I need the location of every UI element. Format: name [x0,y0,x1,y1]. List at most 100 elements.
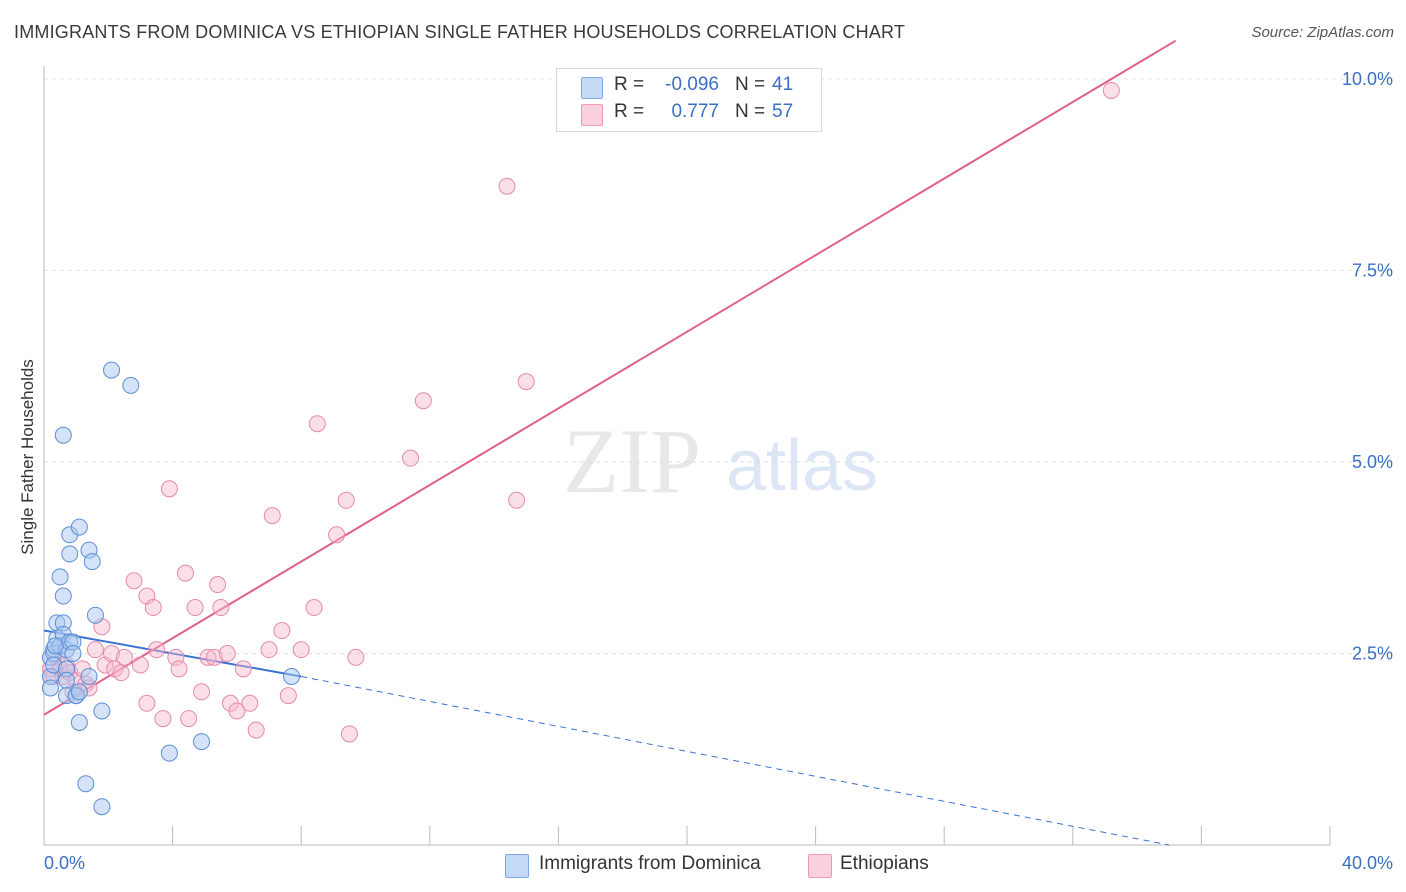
ethiopians-point [347,648,365,666]
ethiopians-point [180,710,198,728]
dominica-point [54,587,72,605]
dominica-point [103,361,121,379]
ethiopians-point [247,721,265,739]
r-label: R = [614,74,645,95]
ethiopians-point [209,576,227,594]
ethiopians-point [340,725,358,743]
x-tick-label: 0.0% [44,853,85,873]
ethiopians-point [212,599,230,617]
ethiopians-point [112,664,130,682]
dominica-point [64,645,82,662]
ethiopians-point [234,660,252,678]
dominica-point [70,518,88,536]
ethiopians-trend-line [43,39,1177,716]
ethiopians-point [131,656,149,674]
axes [43,66,1331,846]
gridlines [44,78,1392,654]
dominica-point [70,683,88,701]
ethiopians-point [193,683,211,701]
ethiopians-point [138,694,156,712]
ethiopians-point [279,687,297,705]
n-value: 41 [772,74,794,95]
ethiopians-point [86,641,104,659]
ethiopians-point [205,648,223,666]
dominica-point [83,553,101,571]
dominica-point [122,376,140,394]
ethiopians-point [263,507,281,525]
x-tick-label: 40.0% [1342,853,1393,873]
dominica-point [93,798,111,816]
watermark: ZIP atlas [563,410,878,512]
dominica-swatch [505,854,529,878]
dominica-point [51,568,69,586]
ethiopians-point [125,572,143,590]
ethiopians-point [498,177,516,195]
tick-labels: 2.5% 5.0% 7.5% 10.0% 0.0% 40.0% [44,69,1393,873]
ethiopians-point [517,373,535,391]
ethiopians-swatch [808,854,832,878]
ethiopians-swatch [581,104,603,126]
r-label: R = [614,101,645,122]
ethiopians-point [308,415,326,433]
ethiopians-point [218,645,236,662]
ethiopians-point [508,491,526,509]
r-value: -0.096 [665,74,719,95]
ethiopians-point [154,710,172,728]
ethiopians-point [305,599,323,617]
dominica-point [46,637,64,655]
ethiopians-point [186,599,204,617]
dominica-point [70,713,88,731]
ethiopians-point [148,641,166,659]
stats-legend: R = -0.096 N = 41 R = 0.777 N = 57 [556,68,822,132]
dominica-points [41,361,301,816]
ethiopians-point [414,392,432,410]
y-tick-label: 10.0% [1342,69,1393,89]
ethiopians-point [273,622,291,640]
chart-title: IMMIGRANTS FROM DOMINICA VS ETHIOPIAN SI… [14,22,906,42]
legend-row-dominica: R = -0.096 N = 41 [557,74,821,102]
trend-lines [43,39,1177,846]
y-tick-label: 7.5% [1352,261,1393,281]
ethiopians-point [115,648,133,666]
watermark-zip: ZIP [563,410,701,512]
dominica-swatch [581,77,603,99]
ethiopians-point [176,564,194,582]
ethiopians-point [1102,81,1120,99]
ethiopians-point [241,694,259,712]
dominica-trend-line [43,629,302,678]
dominica-point [58,671,76,689]
ethiopians-point [199,648,217,666]
ethiopians-point [337,491,355,509]
ethiopians-point [160,480,178,498]
r-value: 0.777 [671,101,719,122]
dominica-point [80,667,98,685]
legend-label-dominica: Immigrants from Dominica [539,853,761,874]
ethiopians-point [170,660,188,678]
dominica-trend-extension [301,675,1170,846]
legend-row-ethiopians: R = 0.777 N = 57 [557,101,821,129]
legend-label-ethiopians: Ethiopians [840,853,929,874]
ethiopians-points [41,81,1120,743]
y-tick-label: 5.0% [1352,452,1393,472]
y-tick-label: 2.5% [1352,644,1393,664]
dominica-point [193,733,211,751]
dominica-point [54,426,72,444]
ethiopians-point [260,641,278,659]
ethiopians-point [328,526,346,544]
dominica-point [41,679,59,697]
dominica-point [77,775,95,793]
dominica-point [93,702,111,720]
source-credit: Source: ZipAtlas.com [1251,24,1394,41]
ethiopians-point [228,702,246,720]
n-label: N = [735,74,766,95]
dominica-point [283,667,301,685]
ethiopians-point [402,449,420,467]
ethiopians-point [292,641,310,659]
n-label: N = [735,101,766,122]
ethiopians-point [144,599,162,617]
watermark-atlas: atlas [726,426,878,506]
dominica-point [160,744,178,762]
dominica-point [61,545,79,563]
n-value: 57 [772,101,794,122]
